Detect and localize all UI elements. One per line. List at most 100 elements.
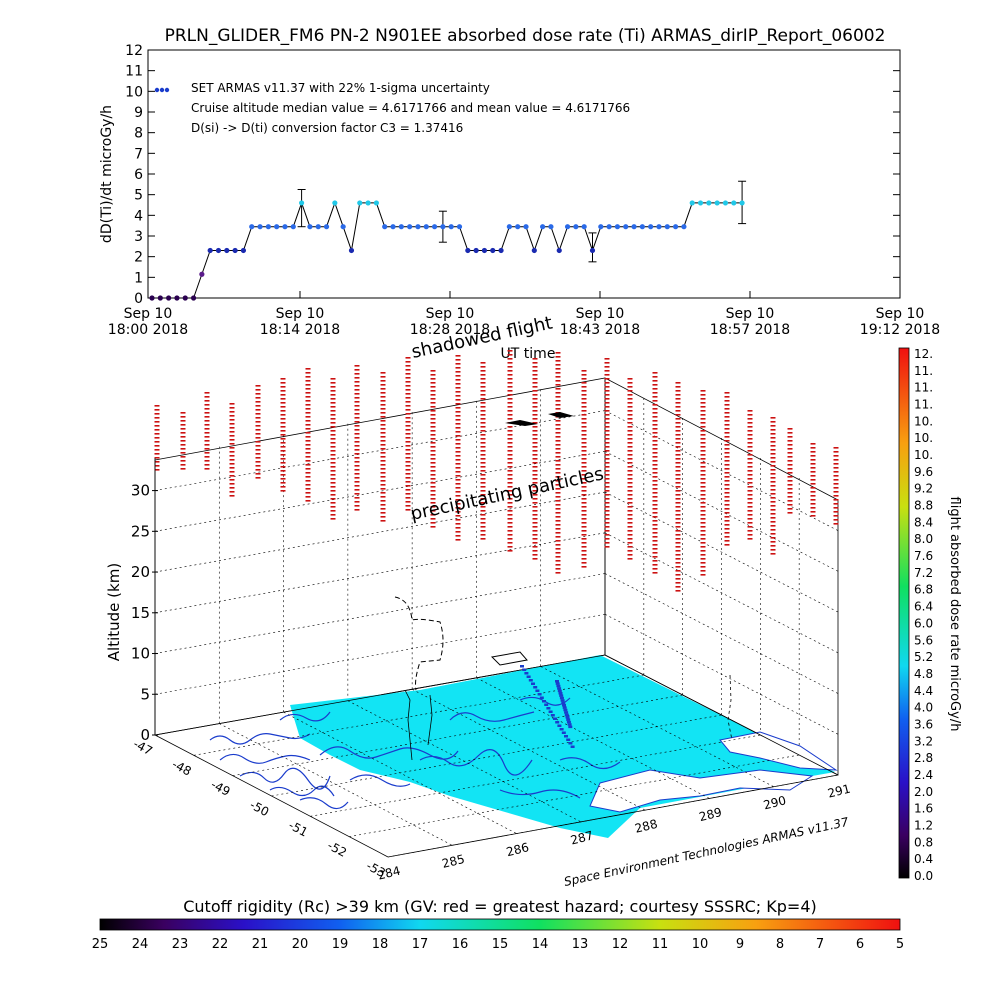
particle-mark xyxy=(700,498,706,500)
particle-mark xyxy=(770,517,776,519)
particle-mark xyxy=(747,478,753,480)
particle-mark xyxy=(255,473,261,475)
particle-mark xyxy=(455,519,461,521)
particle-mark xyxy=(330,482,336,484)
particle-mark xyxy=(354,433,360,435)
particle-mark xyxy=(507,454,513,456)
particle-mark xyxy=(405,501,411,503)
particle-mark xyxy=(581,514,587,516)
data-point xyxy=(182,295,188,301)
particle-mark xyxy=(532,526,538,528)
particle-mark xyxy=(305,452,311,454)
legend-marker-dot xyxy=(159,87,165,93)
particle-mark xyxy=(354,417,360,419)
particle-mark xyxy=(154,413,160,415)
particle-mark xyxy=(455,451,461,453)
particle-mark xyxy=(770,521,776,523)
track-segment xyxy=(537,693,542,696)
particle-mark xyxy=(405,445,411,447)
particle-mark xyxy=(747,526,753,528)
particle-mark xyxy=(455,423,461,425)
particle-mark xyxy=(810,499,816,501)
particle-mark xyxy=(532,514,538,516)
particle-mark xyxy=(354,457,360,459)
particle-mark xyxy=(652,424,658,426)
particle-mark xyxy=(700,426,706,428)
annotation-cruise-altitude: Cruise altitude median value = 4.6171766… xyxy=(191,101,630,115)
particle-mark xyxy=(604,542,610,544)
particle-mark xyxy=(581,474,587,476)
particle-mark xyxy=(480,442,486,444)
particle-mark xyxy=(652,420,658,422)
particle-mark xyxy=(581,394,587,396)
particle-mark xyxy=(581,558,587,560)
particle-mark xyxy=(455,419,461,421)
particle-mark xyxy=(555,424,561,426)
particle-mark xyxy=(700,554,706,556)
particle-mark xyxy=(455,443,461,445)
particle-mark xyxy=(604,514,610,516)
particle-mark xyxy=(810,483,816,485)
particle-mark xyxy=(581,534,587,536)
track-segment xyxy=(564,711,569,714)
cutoff-tick-label: 8 xyxy=(776,937,784,952)
particle-mark xyxy=(532,370,538,372)
particle-mark xyxy=(810,467,816,469)
particle-mark xyxy=(405,361,411,363)
colorbar-tick-label: 7.2 xyxy=(914,566,933,580)
particle-mark xyxy=(380,472,386,474)
particle-mark xyxy=(555,360,561,362)
track-segment xyxy=(555,682,560,685)
wall-grid-line xyxy=(604,410,839,531)
particle-mark xyxy=(747,494,753,496)
particle-mark xyxy=(480,402,486,404)
particle-mark xyxy=(700,470,706,472)
particle-mark xyxy=(507,522,513,524)
particle-mark xyxy=(430,414,436,416)
particle-mark xyxy=(532,470,538,472)
particle-mark xyxy=(747,522,753,524)
particle-mark xyxy=(532,422,538,424)
particle-mark xyxy=(405,485,411,487)
particle-mark xyxy=(604,438,610,440)
particle-mark xyxy=(405,441,411,443)
particle-mark xyxy=(255,433,261,435)
particle-mark xyxy=(480,518,486,520)
particle-mark xyxy=(604,534,610,536)
particle-mark xyxy=(305,388,311,390)
particle-mark xyxy=(280,454,286,456)
particle-mark xyxy=(675,538,681,540)
particle-mark xyxy=(405,405,411,407)
annotation-precipitating-particles: precipitating particles xyxy=(409,463,606,524)
particle-mark xyxy=(180,444,186,446)
floor-back-left-edge xyxy=(154,654,606,736)
particle-mark xyxy=(627,442,633,444)
particle-mark xyxy=(627,470,633,472)
particle-mark xyxy=(581,450,587,452)
particle-mark xyxy=(405,473,411,475)
particle-mark xyxy=(555,528,561,530)
y-tick-label: 11 xyxy=(125,64,143,80)
particle-mark xyxy=(532,486,538,488)
particle-mark xyxy=(555,400,561,402)
particle-mark xyxy=(532,474,538,476)
particle-mark xyxy=(455,527,461,529)
data-point xyxy=(689,200,695,206)
data-point xyxy=(340,224,346,230)
particle-mark xyxy=(700,486,706,488)
particle-mark xyxy=(555,384,561,386)
particle-mark xyxy=(700,510,706,512)
particle-mark xyxy=(532,458,538,460)
particle-mark xyxy=(675,562,681,564)
particle-mark xyxy=(480,478,486,480)
particle-mark xyxy=(770,537,776,539)
particle-mark xyxy=(675,498,681,500)
particle-mark xyxy=(581,438,587,440)
wall-grid-line xyxy=(604,451,839,572)
data-point xyxy=(631,224,637,230)
particle-mark xyxy=(810,447,816,449)
particle-mark xyxy=(604,402,610,404)
particle-mark xyxy=(455,403,461,405)
particle-mark xyxy=(747,486,753,488)
